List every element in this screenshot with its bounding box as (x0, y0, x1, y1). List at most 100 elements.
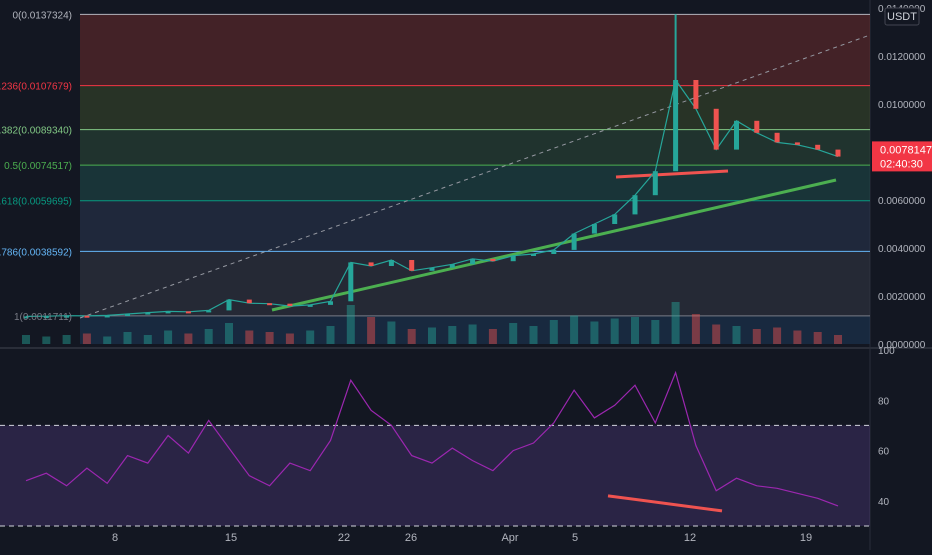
volume-bar (752, 329, 761, 344)
fib-zone (80, 14, 870, 86)
rsi-line (25, 370, 839, 507)
volume-bar (712, 324, 721, 344)
candle-body (591, 224, 597, 234)
volume-bar (488, 329, 497, 344)
fib-zone (80, 129, 870, 166)
last-price-tag: 0.0078147 02:40:30 (872, 141, 932, 172)
candle-body (551, 249, 557, 254)
candle-body (571, 233, 577, 250)
x-axis-label: 26 (405, 532, 417, 544)
price-axis-tick: 0.0020000 (878, 292, 926, 303)
volume-bar (204, 329, 213, 344)
x-axis: 8 15 22 26 Apr 5 12 19 (112, 532, 812, 544)
x-axis-label: 22 (338, 532, 350, 544)
fib-fills (80, 14, 870, 344)
volume-bar (42, 336, 51, 344)
candle-body (226, 299, 232, 311)
candle-body (43, 316, 49, 319)
resistance-trendline[interactable] (615, 169, 729, 179)
candle-body (388, 260, 394, 266)
x-axis-label: 5 (572, 532, 578, 544)
fib-trend-dashed-line[interactable] (79, 34, 871, 319)
candle-body (693, 80, 699, 109)
rsi-pane-background (0, 350, 870, 526)
volume-bar (367, 317, 376, 344)
volume-bar (82, 333, 91, 344)
rsi-axis-tick: 40 (878, 497, 890, 508)
fib-zone (80, 85, 870, 130)
price-axis-tick: 0.0120000 (878, 52, 926, 63)
volume-bar (265, 332, 274, 344)
candle-body (246, 299, 252, 304)
candle-body (673, 80, 679, 172)
x-axis-label: Apr (501, 532, 518, 544)
candle-body (368, 262, 374, 266)
candle-body (409, 260, 415, 271)
volume-bar (671, 302, 680, 344)
candle-body (835, 149, 841, 157)
trendlines[interactable] (79, 34, 871, 319)
rsi-band-fill (0, 425, 870, 526)
candle-body (206, 310, 212, 313)
fib-lines (80, 13, 870, 317)
last-price-value: 0.0078147 (880, 144, 932, 156)
candle-body (267, 303, 273, 306)
volume-bar (813, 332, 822, 344)
candle-body (23, 316, 29, 319)
rsi-divergence-line[interactable] (607, 494, 723, 513)
volume-bar (143, 335, 152, 344)
fib-zone (80, 200, 870, 252)
candle-body (307, 304, 313, 307)
volume-bar (793, 330, 802, 344)
volume-bar (651, 320, 660, 344)
candle-body (734, 120, 739, 150)
price-axis-tick: 0.0100000 (878, 100, 926, 111)
fib-zone (80, 315, 870, 344)
rsi-axis-tick: 100 (878, 346, 895, 357)
candle-body (470, 258, 476, 265)
x-axis-label: 19 (800, 532, 812, 544)
candle-body (84, 315, 90, 318)
volume-bar (428, 327, 436, 344)
currency-badge[interactable]: USDT (884, 7, 920, 26)
fib-level-label: 0.618(0.0059695) (0, 197, 72, 208)
x-axis-label: 8 (112, 532, 118, 544)
volume-bar (22, 335, 30, 344)
candle-body (449, 264, 455, 268)
x-axis-label: 15 (225, 532, 237, 544)
candle-body (815, 144, 821, 150)
volume-bar (509, 323, 518, 344)
volume-bar (590, 321, 599, 344)
candle-body (794, 142, 800, 145)
rsi-pane (0, 370, 870, 527)
candle-body (429, 267, 435, 271)
candle-body (754, 120, 760, 133)
volume-bar (103, 336, 112, 344)
volume-bar (62, 335, 71, 344)
fib-zone (80, 165, 870, 201)
volume-bar (387, 321, 396, 344)
candle-body (185, 311, 191, 314)
volume-bar (448, 326, 457, 344)
rsi-axis-tick: 60 (878, 447, 890, 458)
currency-label: USDT (887, 11, 917, 23)
volume-bar (691, 314, 700, 344)
volume-bar (834, 335, 842, 344)
volume-bar (285, 333, 294, 344)
candle-body (713, 108, 719, 150)
fib-labels: 0(0.0137324) 0.236(0.0107679) 0.382(0.0089… (0, 10, 72, 322)
candle-body (531, 254, 536, 256)
volume-bar (468, 324, 477, 344)
support-trendline[interactable] (271, 178, 837, 312)
x-axis-label: 12 (684, 532, 696, 544)
candle-body (64, 315, 70, 318)
volume-bar (184, 333, 193, 344)
volume-bar (346, 305, 355, 344)
volume-bar (631, 317, 639, 344)
fib-level-label: 0.236(0.0107679) (0, 82, 72, 93)
fib-level-label: 0.786(0.0038592) (0, 247, 72, 258)
volume-bars (22, 302, 842, 344)
rsi-axis-tick: 80 (878, 396, 890, 407)
